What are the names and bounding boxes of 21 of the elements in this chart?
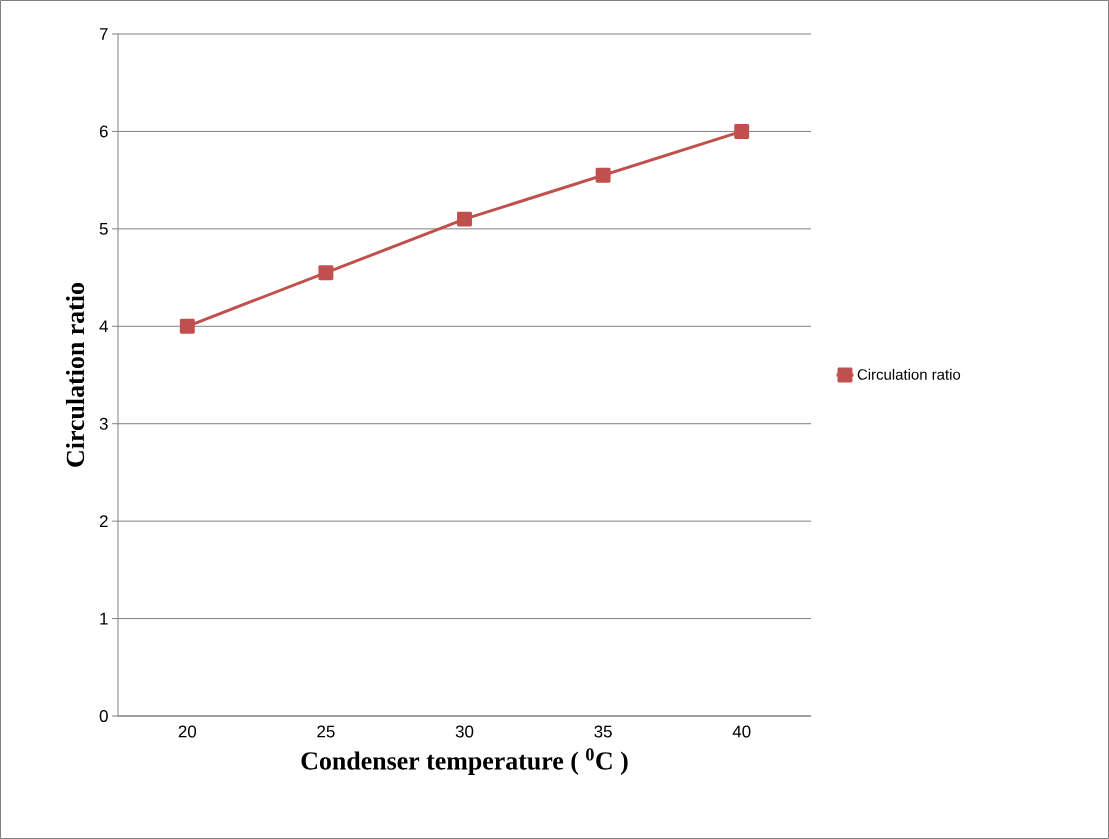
x-tick-label: 35 [594,725,612,738]
point [457,211,472,227]
x-tick-label: 25 [317,725,335,738]
y-tick-label: 5 [99,222,108,235]
legend-label: Circulation ratio [857,368,961,380]
x-tick-label: 40 [732,725,751,738]
x-tick-label: 20 [178,725,197,738]
y-tick-label: 3 [99,417,108,430]
point [595,167,611,183]
y-tick-label: 1 [100,612,108,625]
y-tick-label: 4 [99,320,108,333]
y-tick-label: 7 [99,28,108,40]
x-axis-title: Condenser temperature ( $^{0}$C ) [301,748,628,775]
y-tick-label: 6 [99,125,108,138]
y-tick-label: 0 [99,710,108,722]
point [179,318,195,334]
y-axis-title: Circulation ratio [65,283,85,467]
point [734,123,750,139]
x-tick-label: 30 [455,725,474,738]
y-tick-label: 2 [99,515,108,528]
point [318,265,334,281]
